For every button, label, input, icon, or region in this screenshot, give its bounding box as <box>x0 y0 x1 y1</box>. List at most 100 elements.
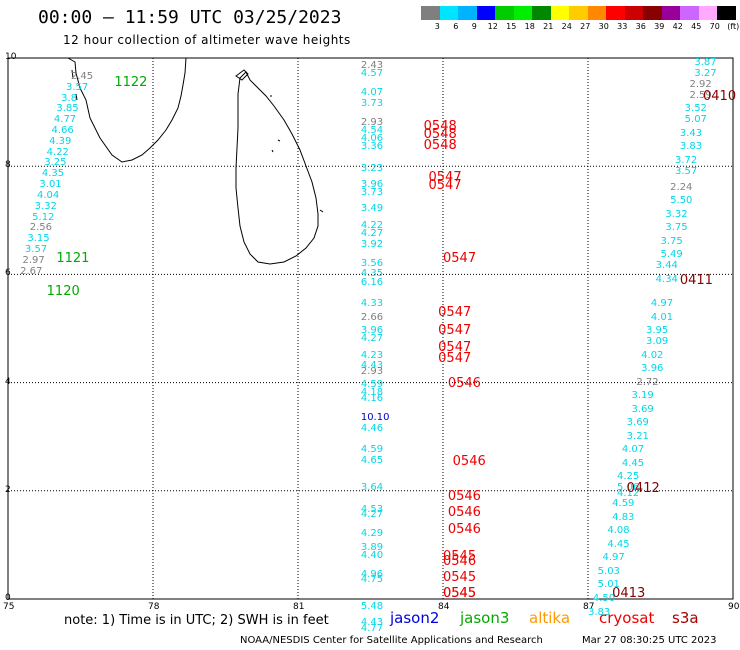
legend-jason2: jason2 <box>390 609 440 627</box>
wave-height-value: 2.93 <box>360 116 384 128</box>
wave-height-value: 3.89 <box>360 541 384 553</box>
colorbar-swatch <box>606 6 625 20</box>
wave-height-value: 4.22 <box>46 146 69 158</box>
sri-lanka-jaffna <box>235 69 249 81</box>
pass-time-label: 0546 <box>447 505 481 521</box>
colorbar-swatch <box>532 6 551 20</box>
wave-height-value: 5.01 <box>597 579 620 591</box>
wave-height-value: 4.65 <box>360 455 384 467</box>
wave-height-value: 4.27 <box>360 333 384 345</box>
colorbar-label: 9 <box>471 22 477 31</box>
wave-height-value: 3.56 <box>360 257 384 269</box>
colorbar-label: 33 <box>617 22 628 31</box>
wave-height-value: 4.35 <box>360 268 384 280</box>
figure-subtitle: 12 hour collection of altimeter wave hei… <box>63 33 351 47</box>
wave-height-value: 3.96 <box>641 363 664 375</box>
pass-time-label: 0545 <box>443 586 477 601</box>
colorbar-swatch <box>495 6 514 20</box>
pass-time-label: 1120 <box>46 283 80 299</box>
wave-height-value: 3.92 <box>360 238 384 250</box>
wave-height-value: 4.06 <box>360 133 384 145</box>
wave-height-value: 4.18 <box>360 387 384 399</box>
wave-height-value: 2.92 <box>689 79 712 91</box>
wave-height-value: 4.97 <box>650 298 674 310</box>
legend-s3a: s3a <box>672 609 699 627</box>
pass-time-label: 1122 <box>114 75 148 91</box>
pass-time-label: 0546 <box>447 375 481 391</box>
pass-time-label: 1121 <box>56 251 90 267</box>
colorbar-label: 45 <box>691 22 702 31</box>
wave-height-value: 2.97 <box>22 254 45 266</box>
colorbar-swatch <box>680 6 699 20</box>
colorbar-swatch <box>661 6 680 20</box>
x-tick-label: 75 <box>3 602 15 612</box>
wave-height-value: 4.23 <box>360 349 384 361</box>
wave-height-value: 3.96 <box>360 179 384 191</box>
wave-height-value: 4.07 <box>360 87 384 99</box>
small-islands <box>270 95 324 213</box>
colorbar-label: 21 <box>543 22 554 31</box>
wave-height-value: 4.02 <box>641 349 664 361</box>
wave-height-value: 3.8 <box>61 92 78 104</box>
wave-height-value: 4.59 <box>360 379 384 391</box>
wave-height-value: 4.33 <box>360 298 384 310</box>
wave-height-value: 5.48 <box>360 601 384 613</box>
wave-height-value: 5.06 <box>617 482 640 494</box>
wave-height-value: 3.09 <box>646 336 669 348</box>
footnote: note: 1) Time is in UTC; 2) SWH is in fe… <box>64 613 329 628</box>
wave-height-value: 3.19 <box>631 390 654 402</box>
pass-time-label: 0546 <box>452 454 486 470</box>
legend-altika: altika <box>529 609 571 627</box>
wave-height-value: 4.34 <box>655 273 678 285</box>
wave-height-value: 2.67 <box>20 265 43 277</box>
wave-height-value: 3.21 <box>626 430 649 442</box>
pass-time-label: 0547 <box>428 178 462 194</box>
wave-height-value: 3.27 <box>694 68 717 80</box>
x-tick-label: 90 <box>728 602 740 612</box>
wave-height-value: 3.73 <box>360 97 384 109</box>
wave-height-value: 3.57 <box>675 165 698 177</box>
wave-height-value: 4.77 <box>53 114 77 126</box>
wave-height-value: 4.77 <box>360 622 384 634</box>
wave-height-value: 4.57 <box>360 68 384 80</box>
wave-height-value: 3.95 <box>646 325 669 337</box>
wave-height-value: 5.03 <box>597 565 620 577</box>
colorbar-label: 15 <box>506 22 517 31</box>
wave-height-value: 3.72 <box>675 154 698 166</box>
pass-time-label: 0547 <box>438 305 472 321</box>
wave-height-value: 3.64 <box>360 482 384 494</box>
colorbar-swatch <box>421 6 440 20</box>
pass-time-label: 0412 <box>626 481 660 497</box>
wave-height-value: 4.12 <box>617 487 640 499</box>
wave-height-value: 4.97 <box>602 552 625 564</box>
wave-height-value: 4.96 <box>360 568 384 580</box>
wave-height-value: 3.75 <box>665 222 688 234</box>
x-tick-label: 78 <box>148 602 160 612</box>
wave-height-value: 4.46 <box>360 422 384 434</box>
colorbar-swatch <box>717 6 736 20</box>
wave-height-value: 5.07 <box>684 114 707 126</box>
wave-height-value: 5.50 <box>670 195 693 207</box>
colorbar-label: 36 <box>635 22 646 31</box>
colorbar-label: 39 <box>654 22 665 31</box>
pass-time-label: 0546 <box>447 489 481 505</box>
pass-time-label: 0548 <box>423 118 457 134</box>
wave-height-value: 4.40 <box>360 549 384 561</box>
colorbar-label: 70 <box>709 22 720 31</box>
wave-height-value: 4.53 <box>360 503 384 515</box>
colorbar-label: 12 <box>487 22 498 31</box>
wave-height-value: 2.43 <box>360 60 384 72</box>
wave-height-value: 4.50 <box>592 593 616 604</box>
wave-height-value: 3.36 <box>360 141 384 153</box>
colorbar-label: 18 <box>524 22 535 31</box>
wave-height-value: 4.08 <box>607 525 630 537</box>
wave-height-value: 3.49 <box>360 203 384 215</box>
wave-height-value: 3.69 <box>626 417 649 429</box>
india-west-coast-islands <box>71 69 78 101</box>
colorbar-swatch <box>458 6 477 20</box>
y-tick-label: 4 <box>5 376 11 387</box>
colorbar-swatch <box>569 6 588 20</box>
pass-time-label: 0548 <box>423 126 457 142</box>
